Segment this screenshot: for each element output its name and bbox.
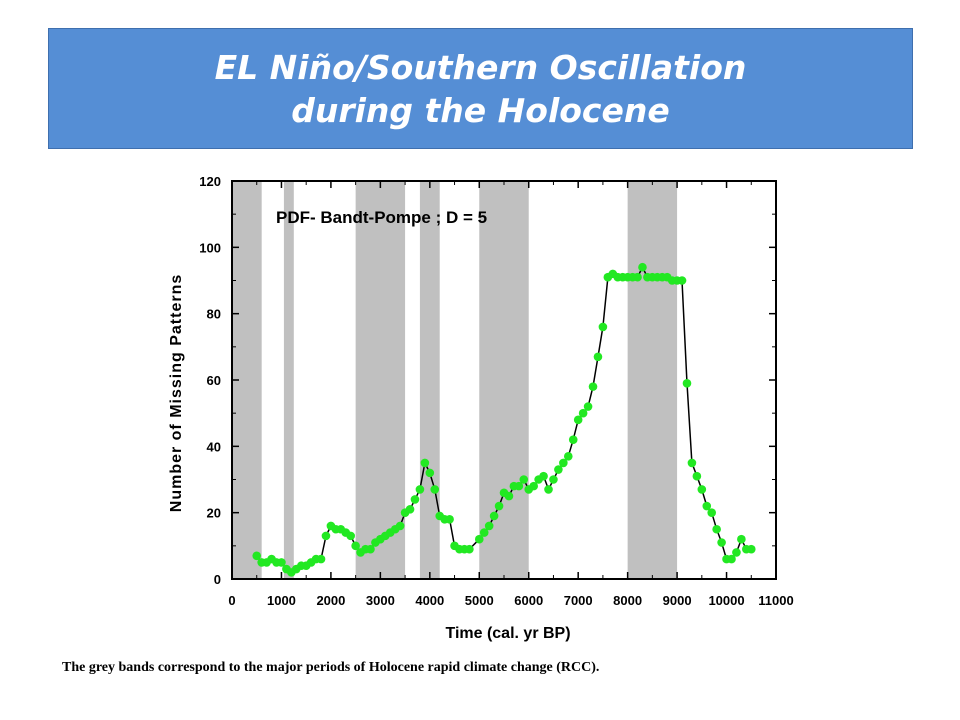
data-point xyxy=(707,508,717,517)
x-axis-label: Time (cal. yr BP) xyxy=(445,625,570,642)
y-tick-label: 60 xyxy=(207,373,221,388)
data-point xyxy=(692,471,702,481)
title-line-1: EL Niño/Southern Oscillation xyxy=(214,47,747,87)
data-point xyxy=(420,458,430,468)
y-tick-label: 100 xyxy=(199,240,221,255)
data-point xyxy=(415,485,425,494)
data-point xyxy=(712,524,721,534)
x-tick-label: 7000 xyxy=(564,593,593,608)
data-point xyxy=(346,531,355,541)
data-point xyxy=(727,554,736,564)
data-point xyxy=(519,475,529,484)
rcc-bands xyxy=(232,181,678,579)
data-point xyxy=(425,468,435,478)
data-point xyxy=(554,465,563,474)
data-point xyxy=(687,458,697,468)
rcc-band xyxy=(479,181,529,579)
data-point xyxy=(484,521,494,531)
x-tick-label: 10000 xyxy=(708,593,744,608)
data-point xyxy=(395,521,405,531)
data-point xyxy=(732,548,741,557)
data-point xyxy=(479,528,489,537)
data-point xyxy=(559,458,568,468)
data-point xyxy=(746,544,756,554)
data-point xyxy=(588,382,598,391)
data-point xyxy=(544,485,553,494)
data-point xyxy=(514,481,524,491)
rcc-band xyxy=(283,181,294,579)
data-point xyxy=(529,481,538,491)
data-point xyxy=(410,495,420,504)
data-point xyxy=(430,485,440,494)
x-tick-label: 3000 xyxy=(366,593,395,608)
x-tick-label: 6000 xyxy=(514,593,543,608)
data-point xyxy=(366,544,375,554)
y-axis-label: Number of Missing Patterns xyxy=(168,274,185,512)
data-point xyxy=(573,415,583,425)
data-point xyxy=(677,276,687,285)
data-point xyxy=(494,501,504,511)
y-tick-label: 40 xyxy=(207,439,221,454)
x-tick-label: 2000 xyxy=(316,593,345,608)
x-tick-label: 0 xyxy=(228,593,235,608)
data-point xyxy=(321,531,331,541)
rcc-band xyxy=(627,181,678,579)
x-tick-label: 1000 xyxy=(267,593,296,608)
x-tick-label: 4000 xyxy=(415,593,444,608)
axes-layer: 0 1000 2000 3000 4000 5000 6000 7000 8000 9000 100… xyxy=(199,174,793,608)
data-point xyxy=(702,501,712,511)
rcc-band xyxy=(419,181,440,579)
title-banner: EL Niño/Southern Oscillation during the … xyxy=(48,28,913,149)
data-point xyxy=(465,544,474,554)
data-point xyxy=(697,485,707,494)
data-point xyxy=(405,505,415,514)
data-point xyxy=(474,534,484,544)
data-point xyxy=(737,534,746,544)
data-point xyxy=(598,322,608,332)
data-point xyxy=(633,272,642,282)
data-point xyxy=(593,352,603,362)
data-point xyxy=(578,408,588,418)
title-line-2: during the Holocene xyxy=(291,90,670,130)
data-point xyxy=(351,541,360,551)
x-tick-label: 11000 xyxy=(758,593,793,608)
caption: The grey bands correspond to the major p… xyxy=(62,660,600,675)
data-point xyxy=(504,491,514,501)
y-tick-label: 0 xyxy=(214,572,221,587)
y-tick-label: 120 xyxy=(199,174,221,189)
data-point xyxy=(489,511,499,521)
data-point xyxy=(539,471,548,481)
data-point xyxy=(316,554,326,564)
x-tick-label: 5000 xyxy=(465,593,494,608)
data-point xyxy=(252,551,262,561)
data-point xyxy=(682,379,692,388)
x-tick-label: 8000 xyxy=(613,593,642,608)
y-tick-label: 80 xyxy=(207,307,221,322)
rcc-band xyxy=(355,181,406,579)
data-point xyxy=(717,538,726,547)
x-tick-label: 9000 xyxy=(663,593,692,608)
data-point xyxy=(568,435,578,445)
data-point xyxy=(549,475,558,484)
data-point xyxy=(445,515,454,524)
chart-annotation: PDF- Bandt-Pompe ; D = 5 xyxy=(276,208,487,227)
series-layer xyxy=(252,262,756,577)
data-point xyxy=(563,451,573,461)
y-tick-label: 20 xyxy=(207,506,221,521)
data-point xyxy=(277,558,286,567)
data-point xyxy=(583,402,593,411)
data-point xyxy=(638,262,647,272)
